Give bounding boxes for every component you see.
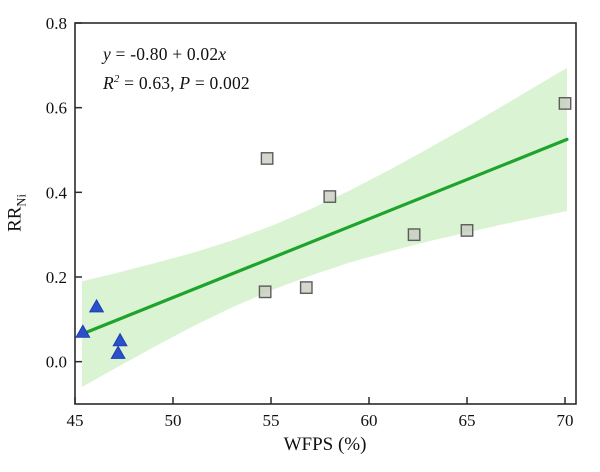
data-point-triangle: [110, 345, 126, 359]
data-point-square: [323, 190, 337, 203]
x-tick-label: 55: [263, 411, 280, 430]
y-tick-label: 0.4: [46, 183, 68, 202]
x-tick-label: 65: [459, 411, 476, 430]
x-tick-label: 70: [557, 411, 574, 430]
data-point-square: [407, 228, 421, 242]
data-point-square: [460, 224, 474, 237]
data-point-square: [558, 97, 572, 110]
x-tick-label: 50: [165, 411, 182, 430]
x-tick-label: 45: [67, 411, 84, 430]
data-point-triangle: [88, 298, 105, 313]
y-tick-label: 0.0: [46, 353, 67, 372]
data-point-square: [260, 152, 274, 165]
data-point-triangle: [75, 324, 91, 338]
data-point-triangle: [112, 332, 128, 347]
regression-stats: R2 = 0.63, P = 0.002: [103, 72, 250, 93]
confidence-band: [81, 67, 567, 388]
y-tick-label: 0.8: [46, 14, 67, 33]
x-axis-title: WFPS (%): [283, 434, 367, 455]
y-axis-title: RRNi: [4, 194, 29, 232]
data-point-square: [258, 285, 272, 299]
y-tick-label: 0.2: [46, 268, 67, 287]
regression-equation: y = -0.80 + 0.02x: [103, 44, 227, 64]
plot-frame: [74, 22, 577, 405]
regression-annotation: y = -0.80 + 0.02x R2 = 0.63, P = 0.002: [103, 42, 250, 96]
data-point-square: [299, 281, 313, 294]
regression-line: [80, 137, 569, 336]
x-tick-label: 60: [361, 411, 378, 430]
y-tick-label: 0.6: [46, 99, 67, 118]
